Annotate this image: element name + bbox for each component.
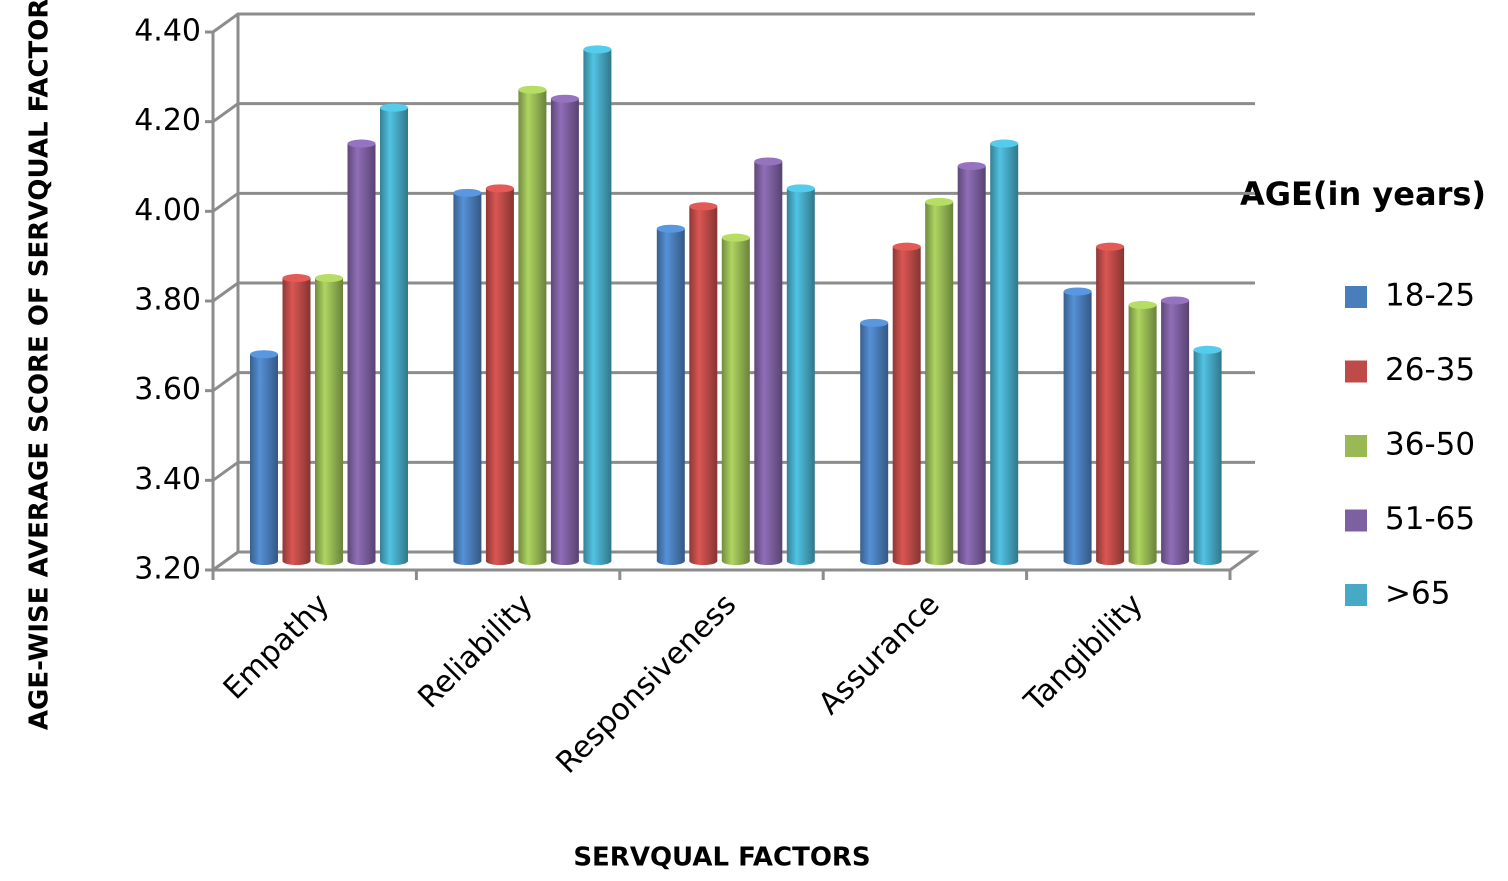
x-tick-label: Tangibility — [1017, 587, 1150, 720]
y-tick-label: 3.20 — [134, 552, 201, 587]
legend-label: 36-50 — [1385, 427, 1475, 463]
bar-top — [1193, 345, 1222, 354]
bar — [957, 165, 986, 561]
bar — [925, 201, 954, 562]
y-tick-label: 3.80 — [134, 283, 201, 318]
bar-top — [957, 161, 986, 170]
y-tick-label: 4.00 — [134, 193, 201, 228]
bar — [347, 143, 376, 562]
y-tick-label: 3.60 — [134, 372, 201, 407]
bar — [282, 278, 311, 561]
bar-top — [583, 45, 612, 54]
bar — [990, 143, 1019, 562]
bar-top — [721, 233, 750, 242]
bar — [485, 188, 514, 561]
bar-top — [892, 242, 921, 251]
bar-top — [990, 139, 1019, 148]
x-tick-label: Reliability — [411, 587, 539, 715]
bar-top — [1128, 300, 1157, 309]
bar — [1096, 246, 1125, 561]
bar-top — [689, 202, 718, 211]
bar — [689, 206, 718, 562]
legend-swatch — [1345, 360, 1367, 383]
bar — [315, 278, 343, 561]
bar — [721, 237, 750, 561]
y-tick-label: 3.40 — [134, 462, 201, 497]
bar — [550, 98, 579, 561]
bar — [380, 107, 408, 562]
bar-top — [282, 274, 311, 283]
y-tick-label: 4.40 — [134, 14, 201, 49]
legend-label: >65 — [1385, 576, 1450, 612]
legend-label: 26-35 — [1385, 352, 1475, 388]
legend-swatch — [1345, 509, 1367, 532]
bar — [518, 89, 547, 561]
grid-line — [212, 191, 1255, 213]
bar-top — [550, 94, 579, 103]
bar-top — [1096, 242, 1125, 251]
bar-top — [754, 157, 783, 166]
bar — [754, 161, 783, 561]
bar — [453, 192, 482, 561]
x-tick-label: Assurance — [812, 587, 947, 722]
grid-line — [212, 102, 1255, 123]
grid-line — [212, 12, 1255, 34]
legend-swatch — [1345, 286, 1367, 308]
bar — [1193, 349, 1222, 561]
bar — [250, 354, 278, 561]
bar-top — [347, 139, 376, 148]
bar-top — [315, 274, 343, 283]
x-axis-title: SERVQUAL FACTORS — [573, 843, 870, 873]
bar — [1161, 300, 1190, 561]
legend-title: AGE(in years) — [1240, 175, 1486, 213]
x-tick-label: Responsiveness — [549, 587, 743, 781]
bar — [1128, 304, 1157, 561]
bar-top — [453, 188, 482, 197]
y-axis-title: AGE-WISE AVERAGE SCORE OF SERVQUAL FACTO… — [25, 0, 55, 730]
legend-label: 51-65 — [1385, 501, 1475, 537]
y-tick-label: 4.20 — [134, 103, 201, 138]
bar-top — [485, 184, 514, 193]
bar — [786, 188, 815, 561]
bar — [656, 228, 685, 561]
bar-top — [786, 184, 815, 193]
bar — [892, 246, 921, 561]
bar-top — [656, 224, 685, 233]
legend-label: 18-25 — [1385, 278, 1475, 314]
bar — [583, 49, 612, 562]
x-tick-label: Empathy — [217, 587, 337, 707]
legend-swatch — [1345, 435, 1367, 457]
bar-top — [518, 85, 547, 94]
bar-top — [925, 197, 954, 206]
bar — [860, 322, 889, 561]
bar-top — [860, 318, 889, 327]
bar — [1063, 291, 1092, 561]
bar-top — [1161, 296, 1190, 305]
bar-top — [1063, 287, 1092, 296]
bar-top — [380, 103, 408, 112]
legend-swatch — [1345, 584, 1367, 606]
bar-top — [250, 350, 278, 359]
